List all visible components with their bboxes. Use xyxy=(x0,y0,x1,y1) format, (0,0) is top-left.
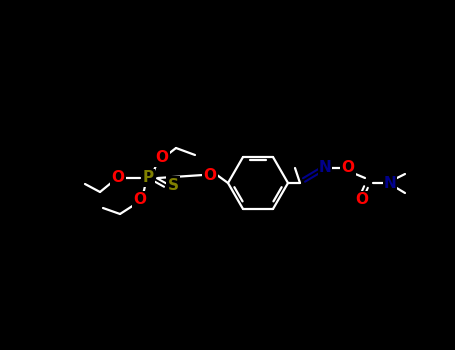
Text: O: O xyxy=(133,193,147,208)
Text: P: P xyxy=(142,170,154,186)
Text: O: O xyxy=(111,170,125,186)
Text: N: N xyxy=(384,175,396,190)
Text: O: O xyxy=(355,193,369,208)
Text: O: O xyxy=(203,168,217,182)
Text: N: N xyxy=(318,161,331,175)
Text: O: O xyxy=(156,150,168,166)
Text: O: O xyxy=(342,161,354,175)
Text: S: S xyxy=(167,177,178,192)
